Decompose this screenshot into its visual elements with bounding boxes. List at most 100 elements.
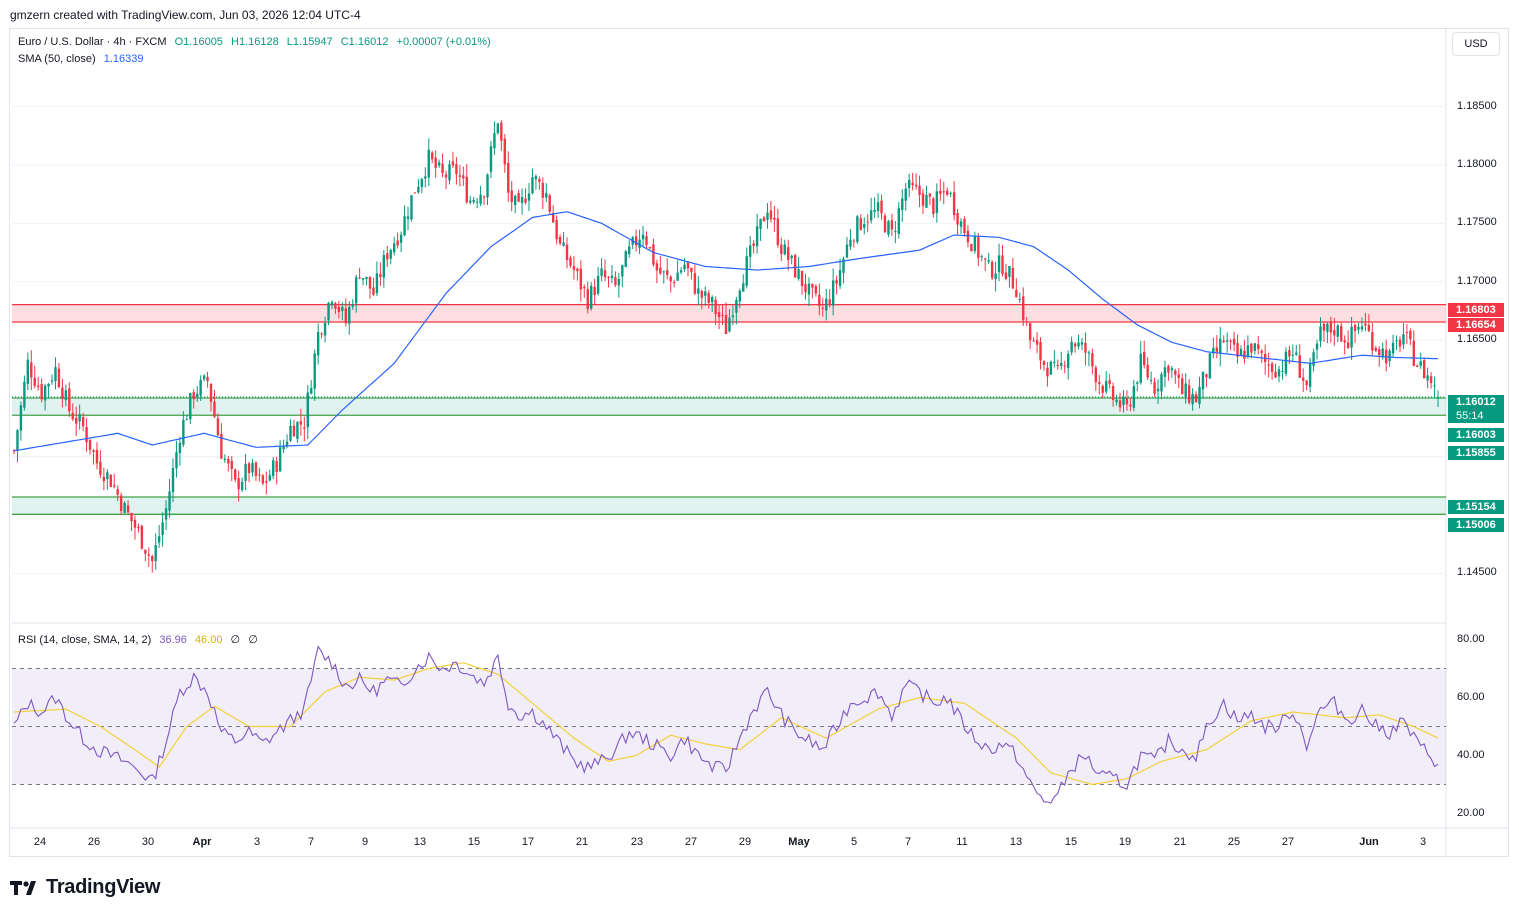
sma-label[interactable]: SMA (50, close) <box>18 53 96 65</box>
candle-body <box>545 193 548 198</box>
candle-body <box>1302 377 1305 381</box>
candle-body <box>907 179 911 188</box>
candle-body <box>513 195 517 206</box>
candle-body <box>797 269 800 279</box>
candle-body <box>223 458 227 460</box>
candle-body <box>1371 332 1374 351</box>
candle-body <box>1402 334 1405 345</box>
sup1-bottom-tag: 1.15855 <box>1448 446 1504 460</box>
time-tick-label: 26 <box>87 836 101 848</box>
candle-body <box>1129 404 1132 407</box>
candle-body <box>766 212 769 220</box>
candle-body <box>838 269 842 286</box>
candle-body <box>1174 370 1177 375</box>
candle-body <box>154 545 157 562</box>
candle-body <box>1295 352 1298 355</box>
rsi-extra-value-2: ∅ <box>248 634 258 646</box>
rsi-label[interactable]: RSI (14, close, SMA, 14, 2) <box>18 634 152 646</box>
candle-body <box>1077 342 1080 347</box>
candle-body <box>469 200 472 203</box>
candle-body <box>790 255 793 259</box>
symbol-header: Euro / U.S. Dollar · 4h · FXCM O1.16005 … <box>18 36 496 48</box>
candle-body <box>1073 343 1077 347</box>
candle-body <box>372 287 375 295</box>
price-tick-label: 1.18500 <box>1457 99 1497 112</box>
candle-body <box>562 242 565 246</box>
tradingview-logo[interactable]: TradingView <box>10 876 160 899</box>
sma-value: 1.16339 <box>103 53 144 65</box>
candle-body <box>406 216 410 219</box>
candle-body <box>1291 354 1295 356</box>
candle-body <box>403 216 406 236</box>
candle-body <box>334 303 337 309</box>
rsi-value: 36.96 <box>159 634 187 646</box>
rsi-tick-label: 40.00 <box>1457 748 1485 761</box>
candle-body <box>610 275 614 278</box>
candle-body <box>493 133 496 149</box>
candle-body <box>313 353 316 389</box>
time-tick-label: May <box>788 836 810 848</box>
candle-body <box>596 275 600 294</box>
candle-body <box>202 375 206 380</box>
time-tick-label: 15 <box>467 836 481 848</box>
candle-body <box>310 388 313 394</box>
candle-body <box>752 243 755 246</box>
candle-body <box>489 146 493 172</box>
candle-body <box>455 164 458 175</box>
candle-body <box>417 186 420 193</box>
candle-body <box>710 297 714 303</box>
candle-body <box>1253 343 1257 351</box>
rsi-sma-line <box>13 662 1439 786</box>
candle-body <box>258 474 261 476</box>
candle-body <box>728 317 731 332</box>
candle-body <box>102 476 106 482</box>
candle-body <box>16 430 19 451</box>
candle-body <box>617 278 621 286</box>
candle-body <box>448 164 451 181</box>
candle-body <box>1160 374 1163 392</box>
candle-body <box>1094 367 1098 383</box>
candle-body <box>303 427 306 429</box>
candle-body <box>1281 371 1284 373</box>
candle-body <box>175 452 178 469</box>
open-value: O1.16005 <box>174 36 223 48</box>
candle-body <box>365 276 368 280</box>
candle-body <box>990 261 994 278</box>
candle-body <box>1433 385 1436 387</box>
candle-body <box>1222 340 1225 343</box>
candle-body <box>614 277 617 285</box>
candle-body <box>106 472 109 480</box>
candle-body <box>1360 326 1364 330</box>
candle-body <box>1170 368 1174 371</box>
candle-body <box>866 221 869 223</box>
candle-body <box>666 270 669 275</box>
candle-body <box>738 290 742 302</box>
candle-body <box>168 491 171 511</box>
candle-body <box>825 298 828 311</box>
candle-body <box>804 284 807 293</box>
candle-body <box>880 200 883 214</box>
rsi-legend: RSI (14, close, SMA, 14, 2) 36.96 46.00 … <box>18 633 263 646</box>
candle-body <box>558 237 562 244</box>
candle-body <box>748 245 752 257</box>
candle-body <box>337 306 341 312</box>
candle-body <box>23 381 26 408</box>
candle-body <box>1426 375 1429 381</box>
candle-body <box>755 226 759 247</box>
candle-body <box>323 323 327 336</box>
candle-body <box>116 489 119 495</box>
candle-body <box>379 274 382 278</box>
currency-button[interactable]: USD <box>1452 32 1500 56</box>
candle-body <box>1004 272 1008 279</box>
candle-body <box>282 445 285 450</box>
time-tick-label: 25 <box>1227 836 1241 848</box>
symbol-label[interactable]: Euro / U.S. Dollar · 4h · FXCM <box>18 36 167 48</box>
candle-body <box>268 475 271 481</box>
candle-body <box>99 461 102 475</box>
time-tick-label: 29 <box>738 836 752 848</box>
candle-body <box>1322 323 1326 331</box>
candle-body <box>61 387 64 400</box>
candle-body <box>358 277 361 279</box>
time-tick-label: 19 <box>1118 836 1132 848</box>
